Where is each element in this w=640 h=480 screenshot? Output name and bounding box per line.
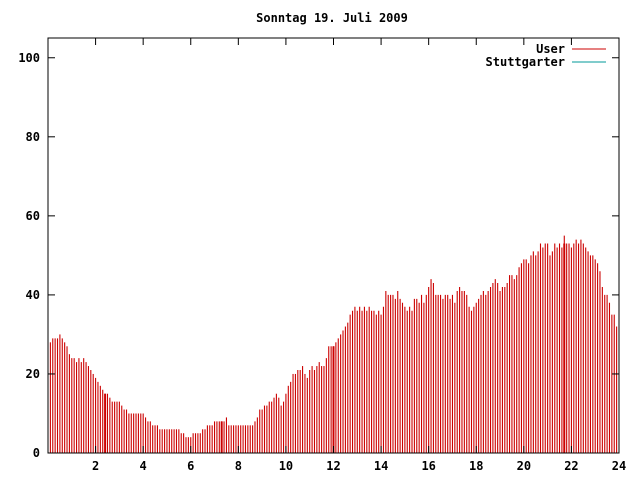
x-tick-label: 16 — [421, 459, 435, 473]
x-tick-label: 18 — [469, 459, 483, 473]
y-tick-label: 40 — [26, 288, 40, 302]
x-tick-label: 14 — [374, 459, 388, 473]
x-tick-label: 2 — [92, 459, 99, 473]
legend-label-user: User — [536, 42, 565, 56]
y-tick-label: 100 — [18, 51, 40, 65]
y-tick-label: 80 — [26, 130, 40, 144]
x-tick-label: 22 — [564, 459, 578, 473]
y-tick-label: 0 — [33, 446, 40, 460]
legend: User Stuttgarter — [486, 42, 606, 69]
chart-title: Sonntag 19. Juli 2009 — [256, 11, 408, 25]
y-tick-label: 20 — [26, 367, 40, 381]
bars-layer — [49, 235, 618, 453]
x-tick-label: 24 — [612, 459, 626, 473]
x-tick-label: 12 — [326, 459, 340, 473]
y-tick-label: 60 — [26, 209, 40, 223]
x-tick-label: 20 — [517, 459, 531, 473]
x-tick-label: 10 — [279, 459, 293, 473]
x-tick-label: 4 — [140, 459, 147, 473]
x-tick-label: 6 — [187, 459, 194, 473]
legend-label-stuttgarter: Stuttgarter — [486, 55, 565, 69]
x-tick-label: 8 — [235, 459, 242, 473]
